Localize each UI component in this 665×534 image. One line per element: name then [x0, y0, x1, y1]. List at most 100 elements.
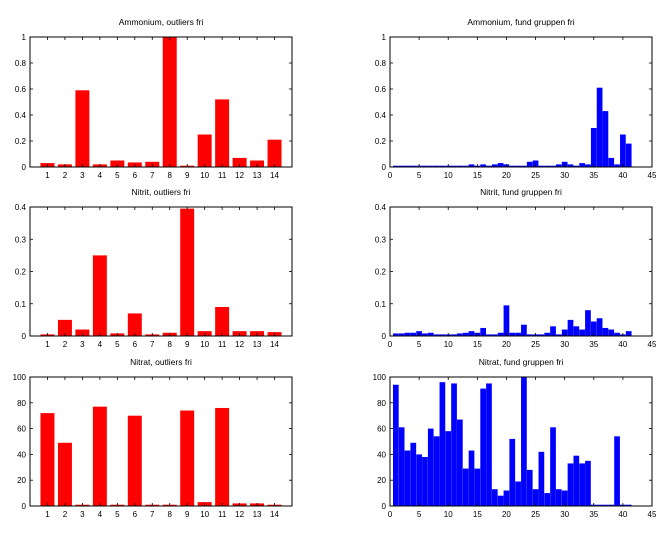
bar: [451, 334, 457, 336]
x-tick-label: 15: [473, 510, 482, 519]
bar: [538, 165, 545, 167]
bar: [526, 469, 533, 506]
x-tick-label: 35: [589, 171, 598, 180]
chart-title: Nitrat, outliers fri: [130, 357, 192, 367]
x-tick-label: 15: [473, 171, 482, 180]
bar: [596, 318, 603, 336]
bar: [480, 327, 487, 336]
x-tick-label: 2: [63, 510, 68, 519]
x-tick-label: 10: [444, 171, 453, 180]
y-tick-label: 1: [22, 33, 27, 42]
x-tick-label: 30: [560, 171, 569, 180]
bar: [197, 134, 212, 167]
x-tick-label: 8: [168, 171, 173, 180]
bar: [561, 490, 568, 506]
x-tick-label: 4: [98, 171, 103, 180]
bar: [468, 450, 475, 506]
y-tick-label: 1: [382, 33, 387, 42]
bar: [555, 489, 562, 506]
bar: [162, 37, 177, 167]
x-tick-label: 20: [502, 340, 511, 349]
x-tick-label: 8: [168, 340, 173, 349]
bar: [427, 428, 434, 506]
bar: [180, 208, 195, 336]
bar: [497, 495, 504, 506]
bar: [404, 450, 411, 506]
x-tick-label: 35: [589, 340, 598, 349]
bar: [110, 160, 125, 167]
y-tick-label: 0: [382, 502, 387, 511]
x-tick-label: 25: [531, 171, 540, 180]
x-tick-label: 13: [253, 171, 262, 180]
x-tick-label: 45: [648, 510, 657, 519]
y-tick-label: 0.4: [15, 203, 27, 212]
bar: [250, 160, 265, 167]
x-tick-label: 9: [185, 171, 190, 180]
plot-frame: [389, 376, 653, 507]
y-tick-label: 0.2: [375, 137, 387, 146]
bar: [544, 332, 551, 336]
bar: [486, 334, 492, 336]
bar: [625, 331, 632, 336]
bar: [127, 313, 142, 336]
bar: [433, 165, 440, 167]
x-tick-label: 14: [270, 510, 279, 519]
bar: [427, 165, 434, 167]
x-tick-label: 40: [618, 171, 627, 180]
plot-frame: [29, 376, 293, 507]
x-tick-label: 4: [98, 510, 103, 519]
bar: [40, 413, 55, 506]
bar: [451, 383, 457, 506]
y-tick-label: 80: [17, 399, 26, 408]
bar: [410, 332, 417, 336]
bar: [468, 164, 475, 167]
x-tick-label: 20: [502, 171, 511, 180]
x-tick-label: 13: [253, 510, 262, 519]
bar: [550, 326, 556, 336]
bar: [410, 442, 417, 506]
y-tick-label: 0.2: [15, 268, 27, 277]
bar: [602, 504, 609, 506]
chart-ammonium-outliers: 1 2 3 4 5 6 7 8 9 10 11 12 13 1400.20.40.60.81Ammoniu…: [15, 17, 293, 180]
bar: [567, 319, 574, 337]
bar: [515, 165, 521, 167]
bar: [480, 388, 487, 506]
x-tick-label: 1: [45, 171, 50, 180]
x-tick-label: 10: [200, 340, 209, 349]
y-tick-label: 20: [377, 476, 386, 485]
bar: [521, 165, 527, 167]
bar: [515, 332, 521, 336]
bar: [57, 442, 72, 506]
x-tick-label: 13: [253, 340, 262, 349]
bar: [602, 327, 609, 336]
y-tick-label: 60: [17, 425, 26, 434]
x-tick-label: 0: [388, 510, 393, 519]
bar: [497, 163, 504, 167]
x-tick-label: 11: [218, 340, 227, 349]
y-tick-label: 0.4: [15, 111, 27, 120]
x-tick-label: 1: [45, 510, 50, 519]
bar: [526, 161, 533, 167]
x-tick-label: 12: [235, 510, 244, 519]
bar: [75, 90, 90, 167]
bar: [392, 384, 399, 506]
bar: [521, 324, 527, 336]
bar: [614, 436, 620, 506]
bar: [561, 329, 568, 336]
bar: [590, 321, 597, 336]
x-tick-label: 10: [444, 340, 453, 349]
bar: [491, 164, 498, 167]
plot-frame: [29, 36, 293, 168]
bar: [521, 377, 527, 506]
plot-frame: [29, 206, 293, 337]
x-tick-label: 0: [388, 171, 393, 180]
bar: [457, 333, 463, 336]
bar: [555, 334, 562, 336]
bar: [410, 165, 417, 167]
chart-title: Nitrat, fund gruppen fri: [479, 357, 564, 367]
bar: [468, 331, 475, 336]
x-tick-label: 10: [200, 171, 209, 180]
bar: [462, 468, 469, 506]
x-tick-label: 3: [80, 340, 85, 349]
